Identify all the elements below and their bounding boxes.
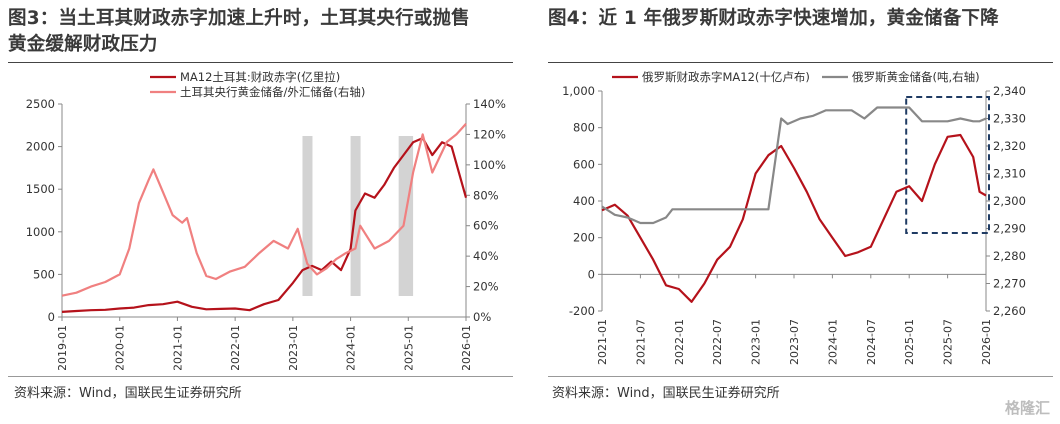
fig4-right-tick-label-4: 2,300	[993, 194, 1026, 208]
fig3-left-tick-label-0: 0	[48, 310, 55, 324]
fig3-x-tick-label-7: 2026-01	[460, 325, 473, 370]
fig3-left-tick-label-5: 2500	[26, 97, 55, 111]
fig3-legend-label-2: 土耳其央行黄金储备/外汇储备(右轴)	[180, 85, 365, 99]
figure-3-title-rule	[8, 62, 513, 63]
fig4-right-tick-label-2: 2,280	[993, 249, 1026, 263]
fig4-right-tick-label-3: 2,290	[993, 222, 1026, 236]
fig3-left-tick-label-1: 500	[33, 267, 55, 281]
fig4-right-tick-label-8: 2,340	[993, 84, 1026, 98]
fig4-right-tick-label-1: 2,270	[993, 277, 1026, 291]
figure-4-svg: -200 0 200 400 600 800 1,000 2,260 2,270 2,280 2,2…	[562, 70, 1026, 365]
figure-4-source: 资料来源：Wind，国联民生证券研究所	[552, 386, 780, 401]
fig3-right-tick-label-5: 100%	[473, 158, 506, 172]
figure-3-svg: 0 500 1000 1500 2000 2500 0% 20% 40% 60% 80% 100% 12…	[26, 70, 506, 371]
fig3-right-tick-label-1: 20%	[473, 280, 499, 294]
figure-3-chart: 0 500 1000 1500 2000 2500 0% 20% 40% 60% 80% 100% 12…	[0, 64, 520, 371]
fig3-left-tick-label-2: 1000	[26, 225, 55, 239]
fig4-left-tick-label-3: 400	[573, 194, 595, 208]
fig4-right-tick-label-7: 2,330	[993, 112, 1026, 126]
figure-3-source: 资料来源：Wind，国联民生证券研究所	[14, 386, 242, 401]
fig4-x-tick-label-5: 2023-07	[788, 319, 801, 365]
fig4-left-tick-label-1: 0	[588, 267, 595, 281]
fig4-left-tick-label-0: -200	[569, 304, 595, 318]
figure-3-title-line1: 图3：当土耳其财政赤字加速上升时，土耳其央行或抛售	[8, 8, 470, 29]
fig3-x-tick-label-3: 2022-01	[229, 325, 242, 370]
fig3-x-tick-label-2: 2021-01	[171, 325, 184, 370]
fig3-right-tick-label-4: 80%	[473, 188, 499, 202]
fig3-left-tick-label-3: 1500	[26, 182, 55, 196]
figure-4-chart: -200 0 200 400 600 800 1,000 2,260 2,270 2,280 2,2…	[540, 64, 1060, 370]
fig3-x-tick-label-0: 2019-01	[56, 325, 69, 370]
fig4-left-tick-label-2: 200	[573, 231, 595, 245]
fig4-x-tick-label-1: 2021-07	[634, 319, 647, 365]
figure-4-bottom-rule	[548, 376, 1053, 377]
fig4-legend-label-2: 俄罗斯黄金储备(吨,右轴)	[852, 70, 980, 84]
fig3-x-tick-label-5: 2024-01	[345, 325, 358, 370]
figure-3-title: 图3：当土耳其财政赤字加速上升时，土耳其央行或抛售 黄金缓解财政压力	[8, 6, 508, 58]
watermark-logo: 格隆汇	[1004, 399, 1050, 417]
fig3-right-tick-label-6: 120%	[473, 127, 506, 141]
fig3-right-tick-label-2: 40%	[473, 249, 499, 263]
fig3-x-tick-label-6: 2025-01	[402, 325, 415, 370]
fig4-right-tick-label-6: 2,320	[993, 139, 1026, 153]
fig4-x-tick-label-3: 2022-07	[711, 319, 724, 365]
fig3-x-tick-label-4: 2023-01	[287, 325, 300, 370]
fig4-highlight-box	[905, 96, 991, 234]
fig4-left-tick-label-4: 600	[573, 157, 595, 171]
fig4-x-tick-label-2: 2022-01	[673, 319, 686, 365]
fig3-legend-label-1: MA12土耳其:财政赤字(亿里拉)	[180, 70, 340, 84]
fig3-right-tick-label-3: 60%	[473, 219, 499, 233]
fig4-x-tick-label-0: 2021-01	[596, 319, 609, 365]
fig4-left-tick-label-5: 800	[573, 121, 595, 135]
fig4-legend-label-1: 俄罗斯财政赤字MA12(十亿卢布)	[642, 70, 810, 84]
fig4-series-line-2	[601, 106, 987, 225]
fig4-x-tick-label-10: 2026-01	[980, 319, 993, 365]
figure-4-title: 图4：近 1 年俄罗斯财政赤字快速增加，黄金储备下降	[548, 6, 1048, 32]
figure-4-title-line1: 图4：近 1 年俄罗斯财政赤字快速增加，黄金储备下降	[548, 8, 999, 29]
fig3-right-tick-label-0: 0%	[473, 310, 491, 324]
fig3-shaded-band-1	[302, 136, 313, 296]
fig4-x-tick-label-8: 2025-01	[903, 319, 916, 365]
fig4-x-tick-label-9: 2025-07	[942, 319, 955, 365]
figure-4-title-rule	[548, 62, 1053, 63]
fig4-right-tick-label-5: 2,310	[993, 167, 1026, 181]
figure-3-title-line2: 黄金缓解财政压力	[8, 34, 158, 55]
fig3-series-line-1	[61, 136, 468, 313]
fig4-series-line-1	[601, 133, 987, 303]
fig3-x-tick-label-1: 2020-01	[114, 325, 127, 370]
fig4-x-tick-label-6: 2024-01	[826, 319, 839, 365]
fig4-x-tick-label-7: 2024-07	[865, 319, 878, 365]
fig3-series-line-2	[61, 123, 467, 297]
figure-3-bottom-rule	[8, 376, 513, 377]
fig4-right-tick-label-0: 2,260	[993, 304, 1026, 318]
fig4-x-tick-label-4: 2023-01	[750, 319, 763, 365]
fig4-left-tick-label-6: 1,000	[562, 84, 595, 98]
fig3-left-tick-label-4: 2000	[26, 140, 55, 154]
fig3-right-tick-label-7: 140%	[473, 97, 506, 111]
